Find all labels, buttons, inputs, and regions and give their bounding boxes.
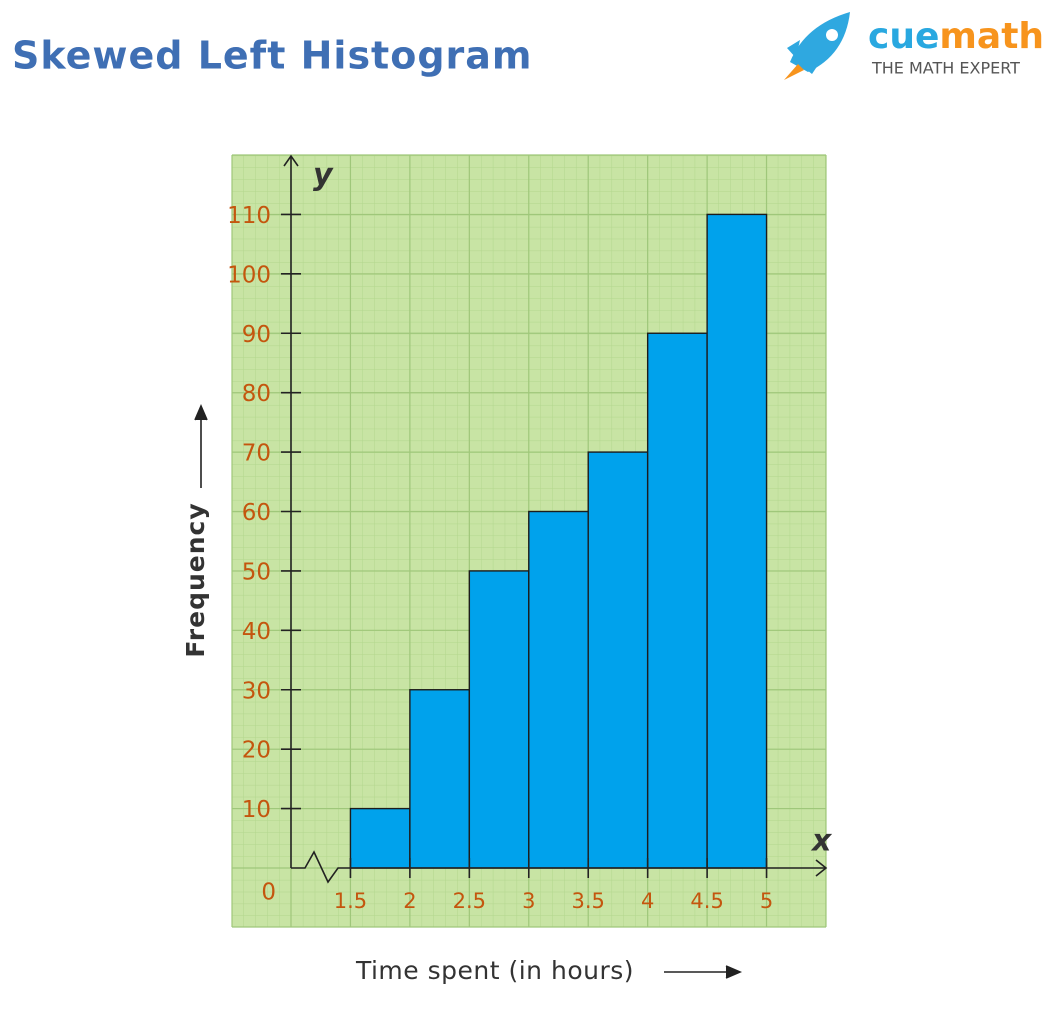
x-tick-label: 1.5	[334, 889, 367, 913]
x-axis-label: Time spent (in hours)	[355, 956, 634, 985]
logo-math: math	[939, 16, 1042, 57]
y-tick-label: 60	[242, 500, 271, 526]
bar	[587, 451, 649, 869]
y-tick-label: 30	[242, 678, 271, 704]
y-tick-label: 20	[242, 738, 271, 764]
x-tick-label: 3	[522, 889, 535, 913]
x-tick-label: 3.5	[572, 889, 605, 913]
bar	[706, 213, 768, 869]
y-tick-label: 110	[227, 203, 271, 229]
y-tick-label: 90	[242, 322, 271, 348]
bar	[349, 807, 411, 869]
logo-tagline: THE MATH EXPERT	[871, 59, 1020, 78]
y-tick-label: 50	[242, 559, 271, 585]
y-axis-name: y	[313, 158, 334, 193]
x-axis-name: x	[810, 824, 833, 859]
logo: cuemath THE MATH EXPERT	[784, 12, 1042, 80]
bar	[468, 570, 530, 869]
plot	[231, 154, 827, 928]
logo-name: cuemath	[868, 16, 1042, 57]
y-tick-label: 0	[261, 880, 276, 906]
y-tick-label: 40	[242, 619, 271, 645]
y-tick-label: 10	[242, 797, 271, 823]
y-axis-label: Frequency	[181, 502, 210, 657]
x-tick-label: 5	[760, 889, 773, 913]
logo-cue: cue	[868, 16, 939, 57]
x-tick-label: 4.5	[690, 889, 723, 913]
bar	[528, 510, 589, 869]
bar	[646, 332, 708, 869]
y-tick-label: 80	[242, 381, 271, 407]
x-tick-label: 2.5	[453, 889, 486, 913]
chart-title: Skewed Left Histogram	[12, 34, 533, 78]
bar	[409, 689, 471, 869]
x-tick-label: 2	[403, 889, 416, 913]
x-tick-label: 4	[641, 889, 654, 913]
y-tick-label: 100	[227, 262, 271, 288]
y-tick-label: 70	[242, 441, 271, 467]
